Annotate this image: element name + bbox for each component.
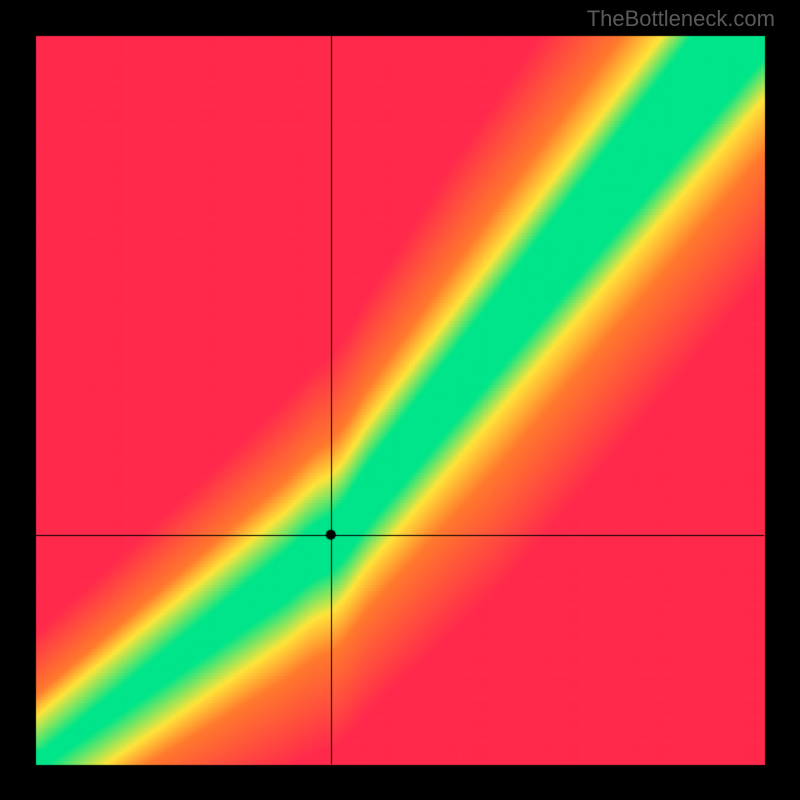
attribution-text: TheBottleneck.com (587, 6, 775, 32)
bottleneck-heatmap (0, 0, 800, 800)
chart-stage: TheBottleneck.com (0, 0, 800, 800)
